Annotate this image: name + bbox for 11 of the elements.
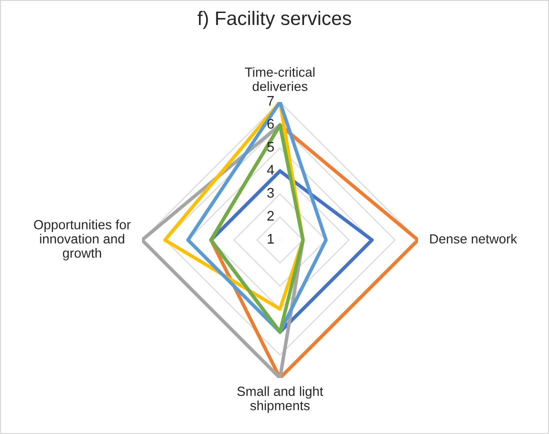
spoke-label: Opportunities for innovation and growth [34, 220, 131, 260]
y-tick-label: 7 [267, 96, 274, 106]
spoke-label: Small and light shipments [237, 386, 324, 413]
y-tick-label: 2 [267, 210, 274, 221]
y-tick-label: 3 [267, 188, 274, 198]
y-tick-label: 6 [267, 118, 274, 129]
spoke-label: Dense network [430, 234, 518, 244]
y-tick-label: 1 [268, 234, 274, 244]
spoke-label: Time-critical deliveries [244, 67, 314, 92]
chart-title: f) Facility services [198, 10, 352, 29]
y-tick-label: 4 [267, 165, 274, 175]
